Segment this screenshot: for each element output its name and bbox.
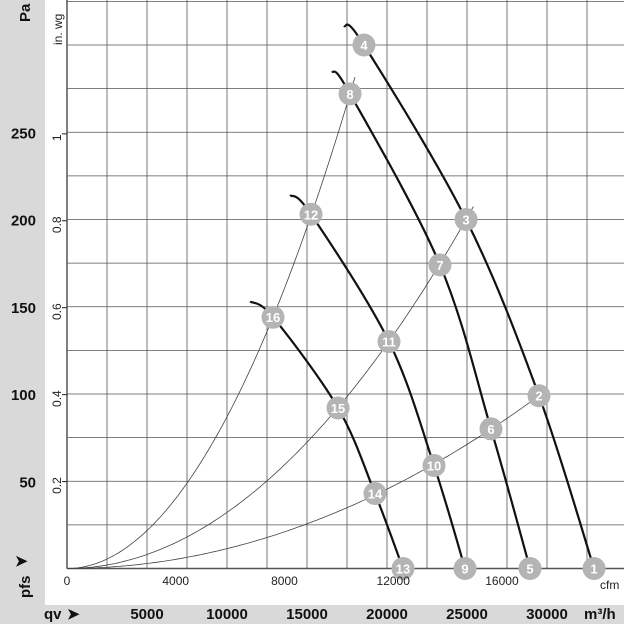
operating-point-label: 3 — [462, 213, 469, 228]
operating-point-marker — [422, 454, 446, 478]
y-tick-primary: 150 — [11, 300, 36, 317]
y-tick-secondary: 0.6 — [50, 303, 64, 320]
operating-point-label: 12 — [304, 207, 318, 222]
operating-point-16: 16 — [261, 305, 285, 329]
operating-point-marker — [391, 557, 415, 580]
x-tick-primary: 30000 — [526, 606, 568, 623]
x-tick-primary: 5000 — [130, 606, 163, 623]
operating-point-8: 8 — [338, 82, 362, 106]
y-axis-label: pfs — [17, 576, 34, 599]
operating-point-6: 6 — [479, 417, 503, 441]
grid — [66, 0, 624, 570]
operating-point-marker — [326, 396, 350, 420]
operating-point-marker — [299, 202, 323, 226]
x-tick-primary: 25000 — [446, 606, 488, 623]
operating-point-label: 6 — [487, 422, 494, 437]
operating-point-marker — [582, 557, 606, 580]
operating-point-label: 14 — [368, 486, 383, 501]
operating-point-13: 13 — [391, 557, 415, 580]
curve-2 — [331, 70, 532, 569]
operating-point-11: 11 — [377, 330, 401, 354]
operating-point-marker — [261, 305, 285, 329]
operating-point-label: 2 — [535, 389, 542, 404]
x-tick-secondary: 16000 — [485, 574, 519, 588]
x-unit-primary: m³/h — [584, 606, 616, 623]
operating-point-5: 5 — [518, 557, 542, 580]
operating-point-label: 16 — [266, 310, 280, 325]
operating-point-label: 7 — [436, 258, 443, 273]
x-tick-primary: 20000 — [366, 606, 408, 623]
operating-point-15: 15 — [326, 396, 350, 420]
operating-point-marker — [518, 557, 542, 580]
system-low — [67, 389, 548, 569]
system-mid — [67, 206, 474, 569]
operating-point-marker — [363, 481, 387, 505]
y-unit-primary: Pa — [17, 3, 34, 22]
operating-point-marker — [479, 417, 503, 441]
operating-point-marker — [454, 208, 478, 231]
y-tick-primary: 200 — [11, 213, 36, 230]
operating-point-label: 10 — [427, 459, 441, 474]
operating-point-marker — [453, 557, 477, 580]
x-axis-arrow: ➤ — [67, 606, 80, 623]
y-tick-primary: 100 — [11, 387, 36, 404]
x-tick-secondary: 12000 — [377, 574, 411, 588]
y-tick-secondary: 0.8 — [50, 216, 64, 233]
operating-point-label: 8 — [346, 87, 353, 102]
x-tick-primary: 15000 — [286, 606, 328, 623]
y-unit-secondary: in. wg — [51, 14, 65, 45]
y-tick-primary: 50 — [19, 474, 36, 491]
operating-point-4: 4 — [352, 33, 376, 57]
system-high — [66, 76, 356, 569]
system-curves — [66, 76, 548, 569]
y-axis-arrow: ➤ — [15, 553, 28, 570]
x-tick-primary: 10000 — [206, 606, 248, 623]
operating-point-marker — [377, 330, 401, 354]
operating-point-2: 2 — [527, 384, 551, 408]
y-tick-secondary: 0.4 — [50, 390, 64, 407]
y-tick-secondary: 1 — [50, 134, 64, 141]
operating-point-14: 14 — [363, 481, 387, 505]
operating-point-3: 3 — [454, 208, 478, 231]
operating-point-label: 13 — [396, 562, 410, 577]
curve-3 — [289, 194, 467, 569]
operating-point-label: 5 — [526, 562, 533, 577]
operating-point-label: 9 — [461, 562, 468, 577]
operating-point-10: 10 — [422, 454, 446, 478]
left-axis-panel — [0, 0, 45, 624]
y-tick-primary: 250 — [11, 125, 36, 142]
x-tick-secondary: 4000 — [162, 574, 189, 588]
operating-point-marker — [352, 33, 376, 57]
operating-point-marker — [527, 384, 551, 408]
operating-point-1: 1 — [582, 557, 606, 580]
operating-point-marker — [428, 253, 452, 277]
x-tick-secondary: 8000 — [271, 574, 298, 588]
operating-point-marker — [338, 82, 362, 106]
operating-point-label: 11 — [382, 335, 396, 350]
operating-point-label: 15 — [331, 401, 345, 416]
operating-point-label: 4 — [360, 38, 368, 53]
x-tick-secondary: 0 — [64, 574, 71, 588]
x-unit-secondary: cfm — [600, 578, 619, 592]
operating-point-9: 9 — [453, 557, 477, 580]
operating-point-label: 1 — [590, 562, 597, 577]
y-tick-secondary: 0.2 — [50, 477, 64, 494]
x-axis-label: qv — [44, 606, 62, 623]
bottom-axis-panel — [0, 605, 624, 624]
operating-point-12: 12 — [299, 202, 323, 226]
operating-point-7: 7 — [428, 253, 452, 277]
fan-curves — [249, 23, 596, 569]
